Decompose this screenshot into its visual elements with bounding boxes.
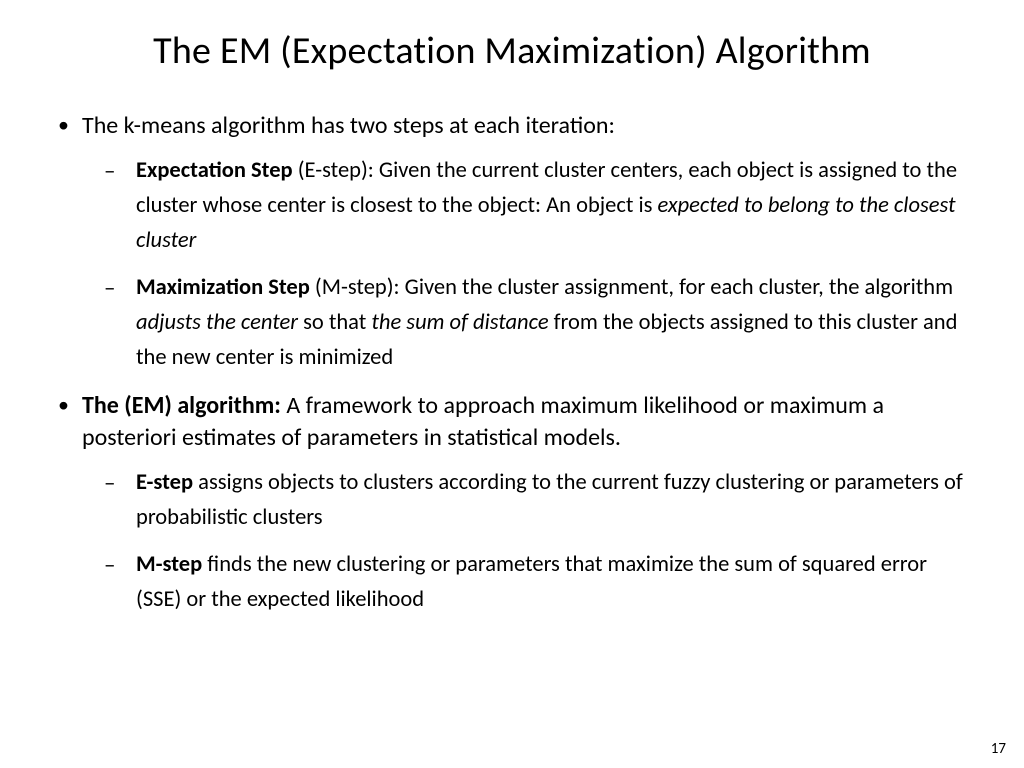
mstep-i2: the sum of distance xyxy=(371,309,548,336)
mstep-lead: Maximization Step xyxy=(136,274,310,301)
sub-em-mstep: M-step finds the new clustering or param… xyxy=(82,548,976,618)
bullet-kmeans: The k-means algorithm has two steps at e… xyxy=(48,110,976,376)
bullet-list: The k-means algorithm has two steps at e… xyxy=(48,110,976,618)
em-mstep-lead: M-step xyxy=(136,551,202,578)
sub-em-estep: E-step assigns objects to clusters accor… xyxy=(82,466,976,536)
slide: The EM (Expectation Maximization) Algori… xyxy=(0,0,1024,768)
sub-estep: Expectation Step (E-step): Given the cur… xyxy=(82,154,976,259)
page-number: 17 xyxy=(991,740,1006,758)
sublist-em: E-step assigns objects to clusters accor… xyxy=(82,466,976,618)
sublist-kmeans: Expectation Step (E-step): Given the cur… xyxy=(82,154,976,375)
bullet-kmeans-text: The k-means algorithm has two steps at e… xyxy=(82,111,615,140)
bullet-em: The (EM) algorithm: A framework to appro… xyxy=(48,390,976,618)
em-lead: The (EM) algorithm: xyxy=(82,391,281,420)
mstep-p1: (M-step): Given the cluster assignment, … xyxy=(310,274,953,301)
slide-title: The EM (Expectation Maximization) Algori… xyxy=(48,28,976,74)
mstep-i1: adjusts the center xyxy=(136,309,298,336)
sub-mstep: Maximization Step (M-step): Given the cl… xyxy=(82,271,976,376)
em-mstep-rest: finds the new clustering or parameters t… xyxy=(136,551,927,613)
mstep-p2: so that xyxy=(298,309,371,336)
estep-lead: Expectation Step xyxy=(136,157,293,184)
em-estep-lead: E-step xyxy=(136,469,193,496)
em-estep-rest: assigns objects to clusters according to… xyxy=(136,469,963,531)
